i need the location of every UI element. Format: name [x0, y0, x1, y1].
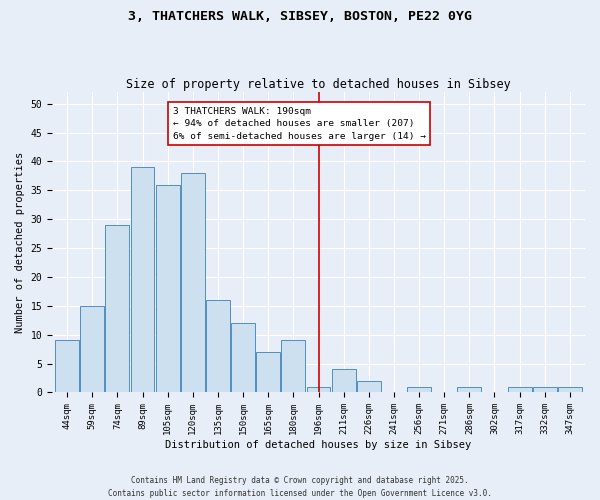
Text: 3 THATCHERS WALK: 190sqm
← 94% of detached houses are smaller (207)
6% of semi-d: 3 THATCHERS WALK: 190sqm ← 94% of detach…: [173, 106, 426, 140]
X-axis label: Distribution of detached houses by size in Sibsey: Distribution of detached houses by size …: [166, 440, 472, 450]
Bar: [558, 386, 582, 392]
Text: Contains HM Land Registry data © Crown copyright and database right 2025.
Contai: Contains HM Land Registry data © Crown c…: [108, 476, 492, 498]
Bar: [106, 225, 130, 392]
Bar: [307, 386, 331, 392]
Bar: [206, 300, 230, 392]
Bar: [332, 370, 356, 392]
Bar: [55, 340, 79, 392]
Bar: [407, 386, 431, 392]
Text: 3, THATCHERS WALK, SIBSEY, BOSTON, PE22 0YG: 3, THATCHERS WALK, SIBSEY, BOSTON, PE22 …: [128, 10, 472, 23]
Y-axis label: Number of detached properties: Number of detached properties: [15, 152, 25, 333]
Bar: [80, 306, 104, 392]
Bar: [156, 184, 179, 392]
Bar: [357, 381, 381, 392]
Bar: [131, 167, 154, 392]
Bar: [281, 340, 305, 392]
Title: Size of property relative to detached houses in Sibsey: Size of property relative to detached ho…: [126, 78, 511, 91]
Bar: [181, 173, 205, 392]
Bar: [231, 323, 255, 392]
Bar: [508, 386, 532, 392]
Bar: [256, 352, 280, 393]
Bar: [533, 386, 557, 392]
Bar: [457, 386, 481, 392]
